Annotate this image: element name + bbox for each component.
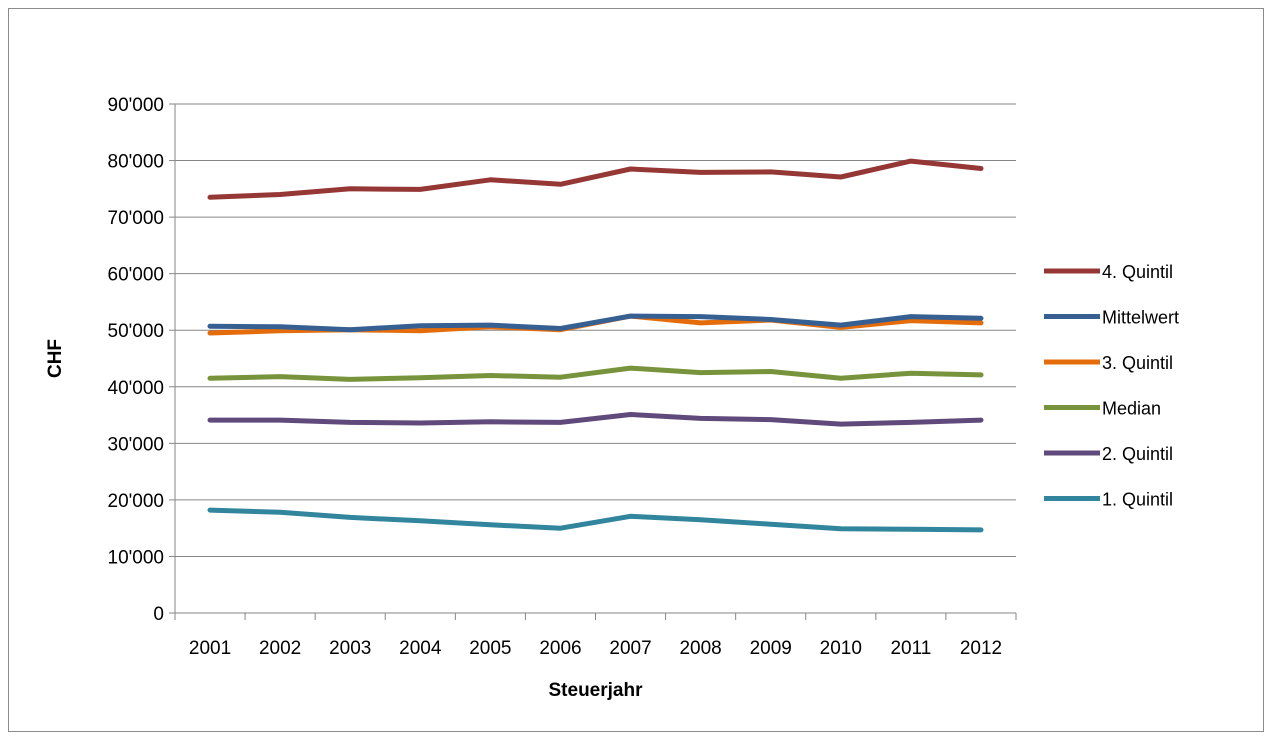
legend-label: Mittelwert xyxy=(1102,308,1179,328)
series-line-mittelwert xyxy=(207,313,984,333)
legend-label: 3. Quintil xyxy=(1102,353,1173,373)
x-axis-title: Steuerjahr xyxy=(549,680,644,701)
x-tick-label: 2006 xyxy=(539,638,581,659)
y-tick-label: 90'000 xyxy=(108,95,164,116)
gridlines xyxy=(175,103,1016,557)
y-tick-label: 10'000 xyxy=(108,547,164,568)
series-line-2-quintil xyxy=(207,412,984,427)
x-tick-label: 2011 xyxy=(890,638,931,659)
x-tick-label: 2007 xyxy=(609,638,651,659)
x-tick-label: 2002 xyxy=(259,638,301,659)
x-tick-label: 2012 xyxy=(960,638,1002,659)
x-tick-label: 2004 xyxy=(399,638,442,659)
y-axis-title: CHF xyxy=(45,339,66,378)
series-lines xyxy=(207,158,984,533)
x-tick-label: 2009 xyxy=(750,638,792,659)
x-tick-label: 2003 xyxy=(329,638,371,659)
y-tick-label: 40'000 xyxy=(108,378,164,399)
y-tick-label: 60'000 xyxy=(108,265,164,286)
axes: 0 10'000 20'000 30'000 40'000 50'000 60'000 70'… xyxy=(108,95,1017,659)
series-line-1-quintil xyxy=(207,507,984,533)
x-tick-label: 2001 xyxy=(189,638,231,659)
y-tick-label: 80'000 xyxy=(108,152,164,173)
x-tick-label: 2005 xyxy=(469,638,511,659)
series-line-median xyxy=(207,365,984,382)
y-tick-label: 0 xyxy=(153,604,164,625)
legend-label: Median xyxy=(1102,399,1161,419)
x-tick-label: 2010 xyxy=(820,638,862,659)
y-tick-label: 30'000 xyxy=(108,434,164,455)
series-line-4-quintil xyxy=(207,158,984,200)
y-tick-label: 50'000 xyxy=(108,321,164,342)
legend-label: 2. Quintil xyxy=(1102,444,1173,464)
x-tick-label: 2008 xyxy=(679,638,721,659)
legend-label: 1. Quintil xyxy=(1102,490,1173,510)
legend: 4. Quintil Mittelwert 3. Quintil Median 2. Q… xyxy=(1044,262,1179,510)
y-tick-label: 20'000 xyxy=(108,491,164,512)
y-tick-label: 70'000 xyxy=(108,208,164,229)
legend-label: 4. Quintil xyxy=(1102,262,1173,282)
